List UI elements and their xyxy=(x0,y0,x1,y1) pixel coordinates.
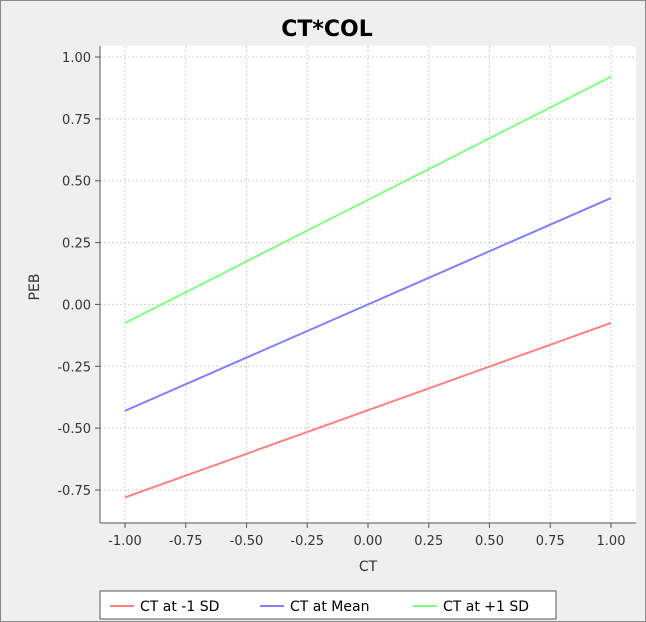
y-tick-label: 0.75 xyxy=(62,113,91,128)
y-tick-label: 0.00 xyxy=(62,298,91,313)
y-tick-label: 1.00 xyxy=(62,51,91,66)
series-line-2 xyxy=(124,75,612,324)
x-tick-label: -0.75 xyxy=(169,534,203,549)
x-tick-label: 1.00 xyxy=(597,534,626,549)
legend-box xyxy=(99,590,557,620)
series-lines xyxy=(124,75,612,499)
legend-label: CT at Mean xyxy=(290,599,369,615)
x-tick-label: -0.25 xyxy=(290,534,324,549)
x-tick-label: -0.50 xyxy=(230,534,264,549)
y-axis-label: PEB xyxy=(27,274,43,301)
legend-label: CT at +1 SD xyxy=(443,599,529,615)
series-line-0 xyxy=(124,322,612,499)
x-tick-label: 0.75 xyxy=(536,534,565,549)
legend: CT at -1 SD CT at Mean CT at +1 SD xyxy=(99,590,557,620)
legend-label: CT at -1 SD xyxy=(140,599,219,615)
x-tick-label: 0.50 xyxy=(475,534,504,549)
x-tick-labels: -1.00 -0.75 -0.50 -0.25 0.00 0.25 0.50 0.75 1.00 xyxy=(108,534,625,549)
chart-title: CT*COL xyxy=(281,17,373,42)
y-tick-labels: 1.00 0.75 0.50 0.25 0.00 -0.25 -0.50 -0.75 xyxy=(57,51,91,499)
x-axis-label: CT xyxy=(359,559,378,575)
x-tick-label: -1.00 xyxy=(108,534,142,549)
y-tick-label: -0.25 xyxy=(57,360,91,375)
y-tick-label: 0.25 xyxy=(62,237,91,252)
y-tick-label: -0.75 xyxy=(57,484,91,499)
x-tick-label: 0.25 xyxy=(414,534,443,549)
axes xyxy=(95,46,636,528)
y-tick-label: -0.50 xyxy=(57,422,91,437)
series-line-1 xyxy=(124,197,612,412)
y-tick-label: 0.50 xyxy=(62,175,91,190)
x-tick-label: 0.00 xyxy=(354,534,383,549)
